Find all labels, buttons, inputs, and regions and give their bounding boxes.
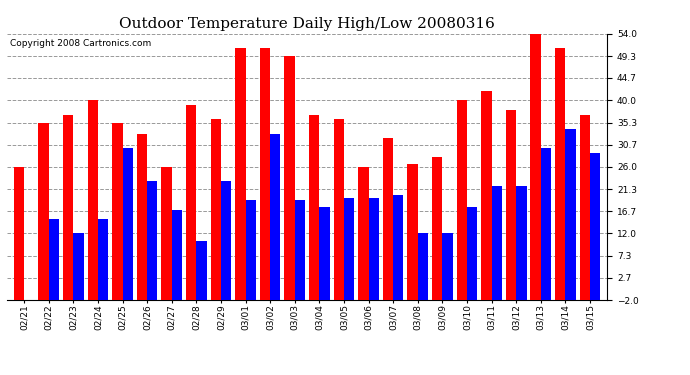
Bar (368, 198, 379, 300)
Bar (407, 165, 417, 300)
Bar (344, 198, 354, 300)
Bar (393, 195, 404, 300)
Bar (197, 241, 207, 300)
Bar (246, 200, 256, 300)
Bar (516, 186, 526, 300)
Bar (467, 207, 477, 300)
Bar (295, 200, 305, 300)
Bar (172, 210, 182, 300)
Bar (137, 134, 147, 300)
Bar (123, 148, 133, 300)
Bar (590, 153, 600, 300)
Bar (481, 91, 491, 300)
Bar (63, 115, 73, 300)
Bar (49, 219, 59, 300)
Bar (555, 48, 565, 300)
Bar (284, 56, 295, 300)
Bar (334, 119, 344, 300)
Bar (383, 138, 393, 300)
Bar (39, 123, 49, 300)
Bar (565, 129, 575, 300)
Bar (506, 110, 516, 300)
Bar (210, 119, 221, 300)
Bar (531, 34, 541, 300)
Bar (417, 233, 428, 300)
Bar (98, 219, 108, 300)
Bar (358, 167, 368, 300)
Bar (161, 167, 172, 300)
Bar (270, 134, 280, 300)
Bar (14, 167, 24, 300)
Bar (442, 233, 453, 300)
Bar (235, 48, 246, 300)
Bar (432, 158, 442, 300)
Title: Outdoor Temperature Daily High/Low 20080316: Outdoor Temperature Daily High/Low 20080… (119, 17, 495, 31)
Bar (147, 181, 157, 300)
Bar (260, 48, 270, 300)
Bar (457, 100, 467, 300)
Bar (309, 115, 319, 300)
Bar (491, 186, 502, 300)
Bar (112, 123, 123, 300)
Bar (580, 115, 590, 300)
Bar (88, 100, 98, 300)
Bar (221, 181, 231, 300)
Bar (186, 105, 197, 300)
Bar (73, 233, 83, 300)
Text: Copyright 2008 Cartronics.com: Copyright 2008 Cartronics.com (10, 39, 151, 48)
Bar (319, 207, 330, 300)
Bar (541, 148, 551, 300)
